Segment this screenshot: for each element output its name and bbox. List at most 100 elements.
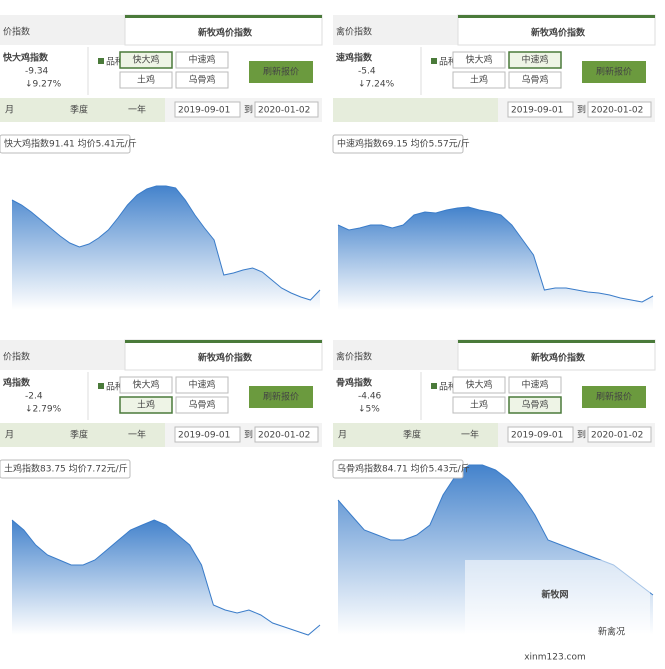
- period-bar: [0, 423, 165, 447]
- breed-button-label[interactable]: 乌骨鸡: [188, 399, 215, 411]
- index-name: 速鸡指数: [336, 52, 373, 64]
- refresh-label[interactable]: 刷新报价: [263, 391, 299, 403]
- breed-button[interactable]: [175, 71, 229, 89]
- breed-icon: [98, 58, 104, 64]
- date-end[interactable]: 2020-01-02: [591, 106, 643, 116]
- tooltip-text: 土鸡指数83.75 均价7.72元/斤: [4, 463, 128, 475]
- refresh-button[interactable]: [249, 386, 313, 408]
- breed-button[interactable]: [508, 51, 562, 69]
- breed-button[interactable]: [119, 51, 173, 69]
- date-input[interactable]: [174, 426, 241, 443]
- refresh-button[interactable]: [582, 61, 646, 83]
- date-input[interactable]: [587, 101, 652, 118]
- date-end[interactable]: 2020-01-02: [258, 431, 310, 441]
- breed-button-label[interactable]: 中速鸡: [188, 379, 215, 391]
- area-line: [337, 206, 654, 303]
- area: [12, 186, 320, 310]
- date-input[interactable]: [507, 426, 574, 443]
- breed-button-label[interactable]: 快大鸡: [132, 379, 159, 391]
- breed-button[interactable]: [508, 71, 562, 89]
- breed-button-label[interactable]: 乌骨鸡: [188, 74, 215, 86]
- tab-border: [125, 15, 322, 18]
- date-to: 到: [577, 429, 586, 441]
- breed-button[interactable]: [175, 396, 229, 414]
- date-start[interactable]: 2019-09-01: [178, 106, 230, 116]
- period-bar: [333, 98, 498, 122]
- index-change: -4.46: [358, 392, 382, 402]
- period-tab[interactable]: 季度: [403, 429, 421, 441]
- breed-button[interactable]: [452, 71, 506, 89]
- period-tab[interactable]: 月: [5, 105, 14, 116]
- breed-button-label[interactable]: 快大鸡: [465, 54, 492, 66]
- breed-button[interactable]: [452, 396, 506, 414]
- tooltip: [0, 459, 131, 479]
- breed-button-label[interactable]: 土鸡: [470, 74, 488, 86]
- date-end[interactable]: 2020-01-02: [258, 106, 310, 116]
- date-input[interactable]: [507, 101, 574, 118]
- watermark-account: 新禽况: [598, 626, 625, 638]
- tooltip: [332, 459, 464, 479]
- period-tab[interactable]: 一年: [128, 104, 146, 116]
- watermark-logo: 新牧网: [541, 589, 568, 601]
- date-input[interactable]: [174, 101, 241, 118]
- date-end[interactable]: 2020-01-02: [591, 431, 643, 441]
- breed-button-label[interactable]: 快大鸡: [132, 54, 159, 66]
- breed-button[interactable]: [452, 51, 506, 69]
- tab-label: 价指数: [3, 26, 30, 38]
- period-bar: [333, 423, 498, 447]
- refresh-button[interactable]: [249, 61, 313, 83]
- breed-button-label[interactable]: 土鸡: [470, 399, 488, 411]
- period-tab[interactable]: 季度: [70, 104, 88, 116]
- tab-title: 新牧鸡价指数: [198, 27, 253, 39]
- breed-button-label[interactable]: 土鸡: [137, 74, 155, 86]
- date-input[interactable]: [254, 426, 319, 443]
- area: [338, 207, 653, 310]
- breed-button-label[interactable]: 快大鸡: [465, 379, 492, 391]
- date-start[interactable]: 2019-09-01: [511, 106, 563, 116]
- breed-button[interactable]: [508, 376, 562, 394]
- date-to: 到: [577, 104, 586, 116]
- breed-button-label[interactable]: 中速鸡: [521, 54, 548, 66]
- index-name: 快大鸡指数: [3, 52, 49, 64]
- period-bar: [0, 98, 165, 122]
- breed-button-label[interactable]: 乌骨鸡: [521, 399, 548, 411]
- refresh-label[interactable]: 刷新报价: [596, 391, 632, 403]
- tab-border: [125, 340, 322, 343]
- tooltip: [0, 134, 131, 154]
- date-start[interactable]: 2019-09-01: [178, 431, 230, 441]
- breed-icon: [431, 58, 437, 64]
- date-start[interactable]: 2019-09-01: [511, 431, 563, 441]
- tab-title: 新牧鸡价指数: [531, 352, 586, 364]
- date-input[interactable]: [254, 101, 319, 118]
- watermark-box: [465, 560, 650, 645]
- period-tab[interactable]: 一年: [461, 429, 479, 441]
- breed-button-label[interactable]: 乌骨鸡: [521, 74, 548, 86]
- period-tab[interactable]: 月: [5, 430, 14, 441]
- area-line: [11, 519, 321, 636]
- breed-button[interactable]: [175, 376, 229, 394]
- breed-button[interactable]: [452, 376, 506, 394]
- breed-button[interactable]: [175, 51, 229, 69]
- tab-active: [457, 339, 656, 371]
- tooltip-text: 乌骨鸡指数84.71 均价5.43元/斤: [337, 463, 470, 475]
- breed-button-label[interactable]: 中速鸡: [188, 54, 215, 66]
- breed-button-label[interactable]: 中速鸡: [521, 379, 548, 391]
- refresh-label[interactable]: 刷新报价: [596, 66, 632, 78]
- period-tab[interactable]: 月: [338, 430, 347, 441]
- period-tab[interactable]: 季度: [70, 429, 88, 441]
- breed-button[interactable]: [119, 376, 173, 394]
- refresh-label[interactable]: 刷新报价: [263, 66, 299, 78]
- breed-button[interactable]: [119, 71, 173, 89]
- date-input[interactable]: [587, 426, 652, 443]
- tab-active: [124, 14, 323, 46]
- period-tab[interactable]: 一年: [128, 429, 146, 441]
- refresh-button[interactable]: [582, 386, 646, 408]
- index-percent: ↓2.79%: [25, 405, 62, 415]
- breed-button[interactable]: [119, 396, 173, 414]
- area: [12, 520, 320, 635]
- tab-label: 禽价指数: [336, 351, 372, 363]
- breed-button[interactable]: [508, 396, 562, 414]
- index-change: -9.34: [25, 67, 49, 77]
- breed-button-label[interactable]: 土鸡: [137, 399, 155, 411]
